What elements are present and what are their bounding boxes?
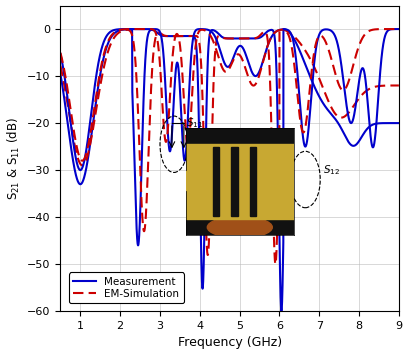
EM-Simulation <box>58 51 63 55</box>
Measurement <box>202 198 207 203</box>
EM-Simulation <box>397 27 401 31</box>
Line: EM-Simulation: EM-Simulation <box>60 29 399 161</box>
EM-Simulation <box>80 159 85 163</box>
EM-Simulation <box>188 124 193 128</box>
Measurement <box>397 121 401 125</box>
EM-Simulation <box>390 27 395 31</box>
Legend: Measurement, EM-Simulation: Measurement, EM-Simulation <box>69 273 184 303</box>
Measurement <box>354 143 359 147</box>
EM-Simulation <box>202 28 207 33</box>
Y-axis label: S$_{21}$ & S$_{11}$ (dB): S$_{21}$ & S$_{11}$ (dB) <box>6 117 22 200</box>
X-axis label: Frequency (GHz): Frequency (GHz) <box>177 337 282 349</box>
Text: $S_{11}$: $S_{11}$ <box>186 116 203 130</box>
Measurement <box>390 121 395 125</box>
EM-Simulation <box>353 53 358 58</box>
Measurement <box>281 27 286 31</box>
Line: Measurement: Measurement <box>60 29 399 311</box>
Measurement <box>97 79 102 83</box>
EM-Simulation <box>97 75 102 79</box>
Measurement <box>188 34 193 38</box>
Text: $S_{12}$: $S_{12}$ <box>323 163 340 177</box>
Measurement <box>58 72 63 76</box>
Measurement <box>279 309 284 313</box>
Measurement <box>117 28 122 33</box>
EM-Simulation <box>117 28 122 32</box>
